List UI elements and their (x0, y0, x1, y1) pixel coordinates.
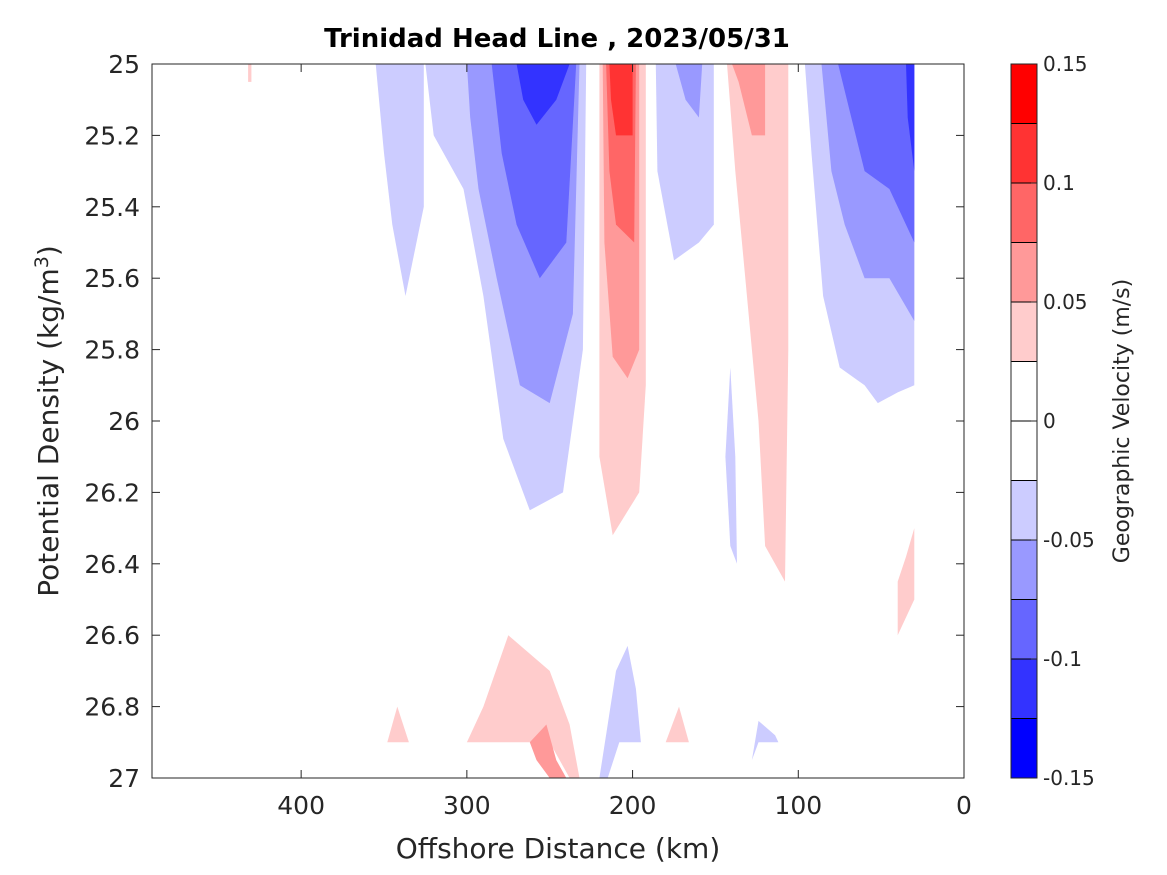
colorbar-band-8 (1011, 540, 1037, 600)
contour-region-17 (906, 64, 915, 172)
colorbar-tick-label-0: 0.15 (1043, 52, 1088, 76)
x-axis-label: Offshore Distance (km) (396, 832, 721, 865)
colorbar-band-6 (1011, 421, 1037, 481)
y-tick-label-9: 26.8 (84, 693, 140, 722)
x-tick-label-1: 300 (443, 791, 491, 820)
colorbar-band-3 (1011, 242, 1037, 302)
y-tick-label-8: 26.6 (84, 621, 140, 650)
contour-region-18 (725, 367, 737, 564)
colorbar-label: Geographic Velocity (m/s) (1110, 279, 1135, 563)
contour-region-20 (248, 64, 252, 82)
contour-region-4 (516, 64, 570, 125)
colorbar-tick-label-1: 0.1 (1043, 171, 1075, 195)
contour-region-12 (727, 64, 789, 582)
y-tick-labels: 25 25.2 25.4 25.6 25.8 26 26.2 26.4 26.6 26.8 27 (84, 50, 140, 793)
contour-region-8 (609, 64, 633, 136)
contour-region-0 (375, 64, 424, 296)
y-axis-label-main: Potential Density (kg/m (32, 268, 65, 597)
colorbar-ticks: 0.15 0.1 0.05 0 -0.05 -0.1 -0.15 (1031, 52, 1095, 790)
colorbar-band-10 (1011, 659, 1037, 719)
contour-region-26 (751, 720, 779, 761)
y-tick-label-0: 25 (108, 50, 140, 79)
chart-title: Trinidad Head Line , 2023/05/31 (324, 24, 790, 54)
colorbar-band-7 (1011, 480, 1037, 540)
contour-region-21 (387, 706, 409, 743)
colorbar-tick-label-5: -0.1 (1043, 647, 1082, 671)
y-tick-label-10: 27 (108, 764, 140, 793)
contour-region-11 (675, 64, 703, 118)
colorbar-band-5 (1011, 361, 1037, 421)
y-tick-label-7: 26.4 (84, 550, 140, 579)
colorbar-band-1 (1011, 123, 1037, 183)
contour-region-24 (599, 645, 641, 778)
colorbar-tick-label-4: -0.05 (1043, 528, 1095, 552)
x-tick-label-4: 0 (956, 791, 972, 820)
contour-region-16 (838, 64, 915, 243)
y-tick-label-4: 25.8 (84, 336, 140, 365)
y-tick-label-2: 25.4 (84, 193, 140, 222)
colorbar-band-2 (1011, 183, 1037, 243)
x-tick-labels: 400 300 200 100 0 (277, 791, 972, 820)
colorbar-band-0 (1011, 64, 1037, 124)
colorbar-tick-label-2: 0.05 (1043, 290, 1088, 314)
x-tick-label-2: 200 (609, 791, 657, 820)
colorbar-band-4 (1011, 302, 1037, 362)
colorbar (1010, 63, 1038, 779)
y-axis-label-tail: ) (32, 245, 65, 256)
y-axis-label-superscript: 3 (31, 256, 53, 268)
y-tick-label-1: 25.2 (84, 121, 140, 150)
contour-regions (248, 64, 915, 778)
plot-frame (151, 63, 965, 779)
x-tick-label-3: 100 (774, 791, 822, 820)
colorbar-band-11 (1011, 718, 1037, 778)
y-tick-label-5: 26 (108, 407, 140, 436)
colorbar-tick-label-3: 0 (1043, 409, 1056, 433)
colorbar-tick-label-6: -0.15 (1043, 766, 1095, 790)
y-tick-label-6: 26.2 (84, 478, 140, 507)
contour-region-25 (665, 706, 689, 743)
y-tick-label-3: 25.6 (84, 264, 140, 293)
contour-region-23 (529, 724, 567, 778)
contour-region-19 (897, 528, 915, 636)
colorbar-band-9 (1011, 599, 1037, 659)
contour-region-13 (732, 64, 766, 136)
x-tick-label-0: 400 (277, 791, 325, 820)
y-axis-label: Potential Density (kg/m3) (31, 245, 65, 597)
contour-region-3 (491, 64, 577, 279)
